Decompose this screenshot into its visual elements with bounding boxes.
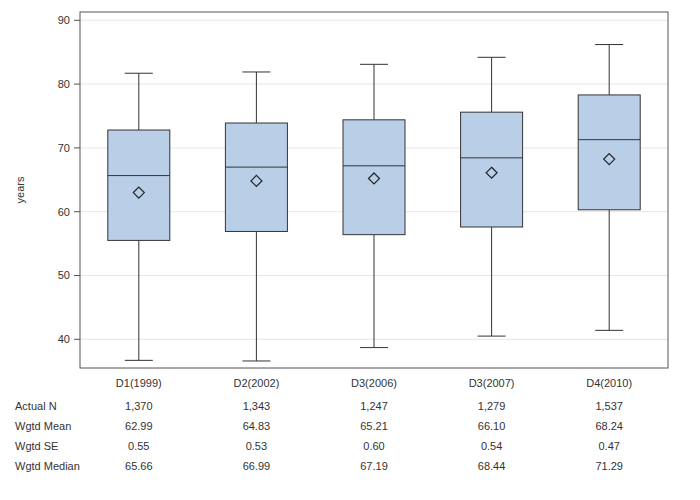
whisker-cap [478, 57, 506, 58]
mean-marker [133, 187, 144, 198]
whisker-lower [256, 231, 257, 361]
tick [74, 147, 80, 148]
table-cell: 1,247 [360, 400, 388, 412]
whisker-upper [609, 45, 610, 95]
whisker-cap [360, 64, 388, 65]
row-label: Wgtd Median [15, 460, 80, 472]
mean-marker [369, 173, 380, 184]
box [461, 112, 523, 227]
tick [74, 20, 80, 21]
table-cell: 64.83 [243, 420, 271, 432]
table-cell: 65.21 [360, 420, 388, 432]
y-tick-label: 90 [58, 14, 70, 26]
table-cell: 0.54 [481, 440, 502, 452]
table-cell: 68.24 [595, 420, 623, 432]
y-tick-label: 60 [58, 206, 70, 218]
table-cell: 1,279 [478, 400, 506, 412]
table-cell: 66.99 [243, 460, 271, 472]
whisker-cap [360, 347, 388, 348]
table-cell: 66.10 [478, 420, 506, 432]
table-cell: 0.47 [598, 440, 619, 452]
box [225, 123, 287, 231]
y-tick-label: 80 [58, 78, 70, 90]
table-cell: 1,370 [125, 400, 153, 412]
grid-line [80, 20, 668, 21]
whisker-upper [256, 72, 257, 123]
whisker-lower [374, 235, 375, 348]
median-line [461, 157, 523, 158]
table-cell: 0.55 [128, 440, 149, 452]
whisker-cap [595, 44, 623, 45]
tick [74, 275, 80, 276]
mean-marker [251, 175, 262, 186]
table-cell: 68.44 [478, 460, 506, 472]
box [578, 95, 640, 210]
table-cell: 65.66 [125, 460, 153, 472]
whisker-cap [125, 360, 153, 361]
median-line [578, 139, 640, 140]
x-tick-label: D3(2006) [351, 377, 397, 389]
row-label: Actual N [15, 400, 57, 412]
y-tick-label: 40 [58, 333, 70, 345]
whisker-cap [242, 71, 270, 72]
chart: 40 50 60 70 80 90 years D1(1999) D2(2002) D3(2006… [0, 0, 700, 500]
whisker-cap [125, 73, 153, 74]
y-tick-label: 50 [58, 269, 70, 281]
median-line [108, 175, 170, 176]
boxes [108, 45, 640, 361]
tick [74, 211, 80, 212]
whisker-cap [478, 336, 506, 337]
table-cell: 1,537 [595, 400, 623, 412]
tick [74, 84, 80, 85]
box [343, 120, 405, 235]
whisker-lower [491, 227, 492, 336]
x-tick-label: D3(2007) [469, 377, 515, 389]
whisker-cap [242, 360, 270, 361]
row-label: Wgtd SE [15, 440, 58, 452]
table-cell: 1,343 [243, 400, 271, 412]
y-tick-label: 70 [58, 142, 70, 154]
tick [74, 339, 80, 340]
box [108, 130, 170, 240]
mean-marker [604, 154, 615, 165]
table-cell: 0.53 [246, 440, 267, 452]
whisker-upper [374, 64, 375, 120]
whisker-lower [138, 240, 139, 360]
whisker-lower [609, 210, 610, 331]
median-line [343, 165, 405, 166]
whisker-cap [595, 330, 623, 331]
table-cell: 62.99 [125, 420, 153, 432]
x-tick-label: D1(1999) [116, 377, 162, 389]
table-cell: 71.29 [595, 460, 623, 472]
whisker-upper [491, 57, 492, 112]
median-line [225, 167, 287, 168]
x-tick-label: D4(2010) [586, 377, 632, 389]
x-tick-label: D2(2002) [233, 377, 279, 389]
mean-marker [486, 167, 497, 178]
whisker-upper [138, 73, 139, 130]
table-cell: 67.19 [360, 460, 388, 472]
table-cell: 0.60 [363, 440, 384, 452]
y-axis-label: years [14, 176, 26, 203]
row-label: Wgtd Mean [15, 420, 71, 432]
plot-frame [80, 12, 668, 368]
